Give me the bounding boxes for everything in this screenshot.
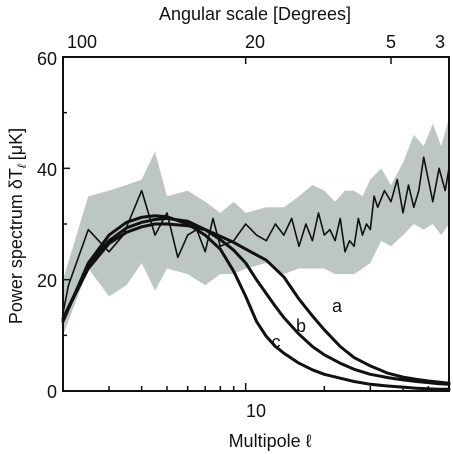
model-curve-b [61, 216, 451, 386]
y-tick-label-60: 60 [37, 49, 57, 69]
plot-area [61, 56, 451, 392]
series-label-b: b [296, 316, 306, 336]
x-tick-label-10: 10 [246, 401, 266, 421]
measured-spectrum-line [62, 156, 450, 314]
series-label-a: a [332, 296, 343, 316]
uncertainty-band [63, 118, 449, 336]
y-tick-label-20: 20 [37, 271, 57, 291]
model-curve-a [61, 222, 451, 385]
top-tick-label-20: 20 [245, 32, 265, 52]
top-axis-title: Angular scale [Degrees] [159, 4, 351, 24]
y-axis-title-subscript: ℓ [15, 163, 29, 168]
top-tick-label-5: 5 [386, 32, 396, 52]
y-axis-title: Power spectrum δTℓ [μK] [6, 128, 29, 324]
top-tick-label-100: 100 [67, 32, 97, 52]
x-axis-title: Multipole ℓ [229, 431, 312, 451]
y-tick-label-40: 40 [37, 160, 57, 180]
y-axis-title-main: Power spectrum δT [6, 168, 26, 324]
y-axis-title-unit: [μK] [6, 128, 26, 160]
model-curve-c [61, 214, 451, 391]
series-label-c: c [272, 332, 281, 352]
y-tick-label-0: 0 [47, 382, 57, 402]
top-tick-label-3: 3 [435, 32, 445, 52]
